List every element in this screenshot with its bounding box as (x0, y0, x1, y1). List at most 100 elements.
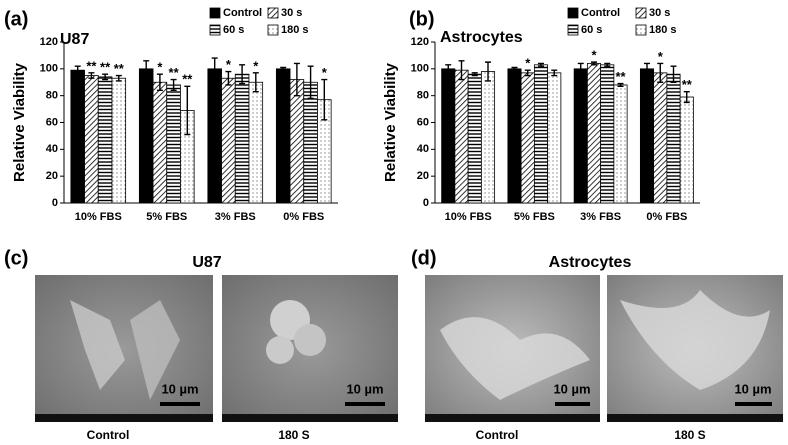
bar (441, 68, 456, 204)
error-bar (511, 66, 518, 71)
panel-label: (c) (4, 247, 28, 269)
cell-shape (440, 317, 590, 400)
sem-image (35, 275, 213, 422)
bar (221, 77, 236, 204)
significance-mark: * (322, 65, 328, 80)
legend-swatch (635, 24, 647, 36)
error-bar (321, 78, 328, 121)
y-tick-label: 80 (46, 90, 58, 102)
chart-title: U87 (60, 31, 89, 48)
y-tick-label: 100 (411, 63, 429, 75)
error-bar (252, 72, 259, 93)
significance-mark: * (525, 56, 531, 71)
info-bar (607, 414, 783, 422)
y-tick-label: 100 (40, 63, 58, 75)
y-tick-label: 20 (417, 170, 429, 182)
significance-mark: * (591, 48, 597, 63)
legend-swatch (635, 7, 647, 19)
error-bar (591, 61, 597, 66)
panel-title: Astrocytes (549, 254, 632, 271)
x-tick-label: 5% FBS (146, 211, 187, 223)
legend-label: 180 s (281, 24, 309, 36)
error-bar (307, 65, 314, 100)
error-bar (617, 82, 624, 87)
legend-swatch (209, 7, 221, 19)
bar (97, 76, 113, 204)
legend-swatch (567, 24, 579, 36)
legend-label: 60 s (223, 24, 244, 36)
y-tick-label: 80 (417, 90, 429, 102)
x-tick-label: 5% FBS (514, 211, 555, 223)
error-bar (102, 73, 109, 81)
bar (639, 68, 655, 204)
significance-mark: ** (86, 58, 97, 73)
bar (480, 71, 496, 204)
bar (234, 73, 250, 204)
bar (289, 79, 305, 204)
error-bar (445, 64, 452, 74)
legend-label: Control (223, 7, 262, 19)
info-bar (425, 414, 600, 422)
significance-mark: * (253, 58, 259, 73)
info-bar (35, 414, 213, 422)
significance-mark: ** (182, 72, 193, 87)
bar (138, 68, 154, 204)
bar (275, 68, 291, 204)
bar (666, 73, 681, 204)
error-bar (211, 57, 218, 81)
legend-swatch (267, 24, 279, 36)
scale-label: 10 µm (553, 381, 590, 396)
bar (207, 68, 222, 204)
error-bar (485, 61, 491, 82)
cell-shape (620, 290, 770, 390)
bar (547, 72, 562, 204)
error-bar (683, 90, 690, 104)
image-panel-c: (c) U87 10 µm Control 10 µm 180 S (4, 247, 398, 442)
error-bar (670, 65, 677, 83)
significance-mark: * (226, 57, 232, 72)
error-bar (293, 62, 300, 97)
significance-mark: ** (682, 77, 693, 92)
error-bar (471, 72, 478, 77)
bar (653, 72, 668, 204)
significance-mark: ** (169, 65, 180, 80)
panel-title: U87 (192, 254, 221, 271)
error-bar (538, 62, 544, 67)
bar (600, 64, 615, 204)
error-bar (577, 62, 584, 75)
y-tick-label: 120 (411, 36, 429, 48)
panel-label: (a) (4, 8, 28, 30)
error-bar (657, 62, 664, 83)
bar (454, 69, 469, 204)
error-bar (115, 74, 122, 82)
y-tick-label: 60 (417, 116, 429, 128)
legend-label: 180 s (649, 24, 677, 36)
bar (70, 69, 85, 204)
significance-mark: ** (615, 69, 626, 84)
scale-label: 10 µm (161, 381, 198, 396)
info-bar (222, 414, 398, 422)
x-tick-label: 10% FBS (445, 211, 492, 223)
bar (613, 84, 628, 204)
panel-label: (b) (409, 8, 435, 30)
error-bar (184, 85, 191, 136)
significance-mark: * (658, 49, 664, 64)
scale-label: 10 µm (734, 381, 771, 396)
cell-shape (70, 300, 125, 390)
bar (507, 68, 522, 204)
error-bar (280, 66, 287, 71)
legend-label: 30 s (281, 7, 302, 19)
cell-shape (294, 324, 326, 356)
y-tick-label: 0 (52, 197, 58, 209)
significance-mark: ** (114, 61, 125, 76)
x-tick-label: 3% FBS (215, 211, 256, 223)
legend-label: 30 s (649, 7, 670, 19)
error-bar (644, 62, 650, 75)
legend-label: 60 s (581, 24, 602, 36)
y-tick-label: 60 (46, 116, 58, 128)
bar (586, 63, 602, 204)
x-tick-label: 10% FBS (75, 211, 122, 223)
bar (467, 73, 482, 204)
scale-label: 10 µm (346, 381, 383, 396)
legend-label: Control (581, 7, 620, 19)
